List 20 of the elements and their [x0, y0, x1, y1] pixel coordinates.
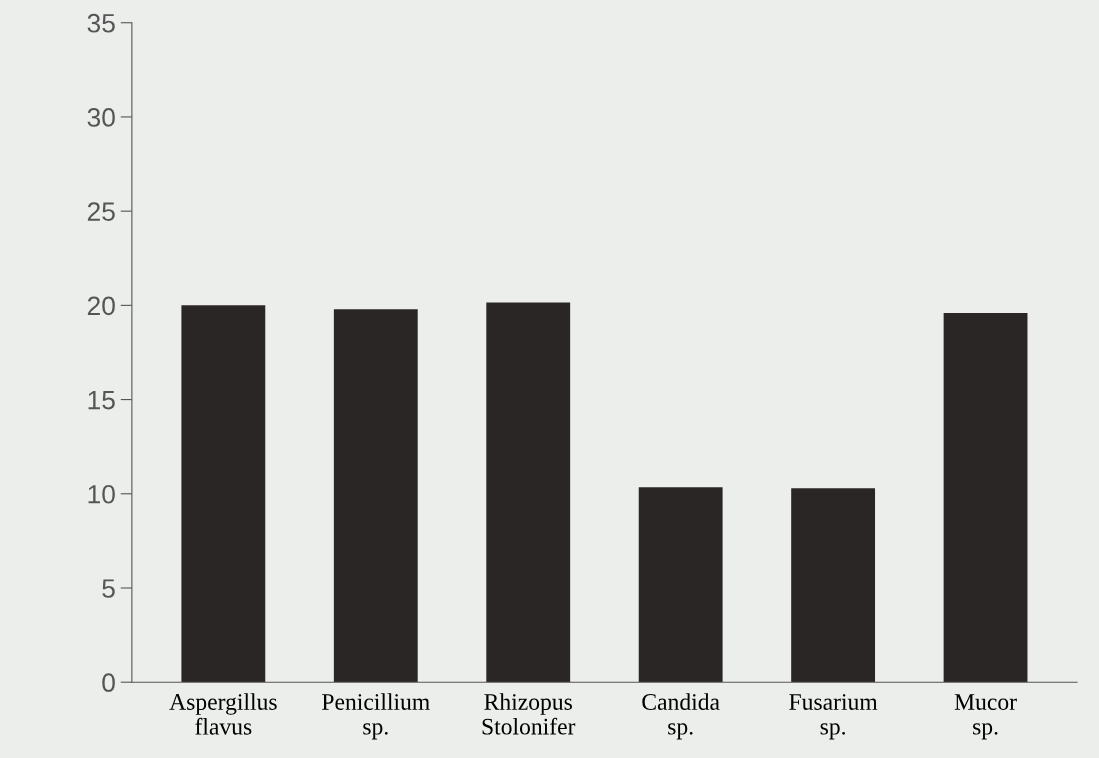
- bar: [943, 312, 1028, 683]
- bar: [638, 487, 723, 683]
- bar: [791, 488, 876, 683]
- y-tick-label: 5: [102, 579, 115, 598]
- x-tick-label: Penicillium sp.: [322, 693, 430, 740]
- y-tick-label: 15: [88, 390, 115, 410]
- y-tick-label: 25: [87, 202, 115, 221]
- x-tick-label: Mucor sp.: [954, 694, 1017, 740]
- y-tick-label: 20: [87, 296, 115, 316]
- y-tick-label: 10: [88, 484, 115, 504]
- x-tick-label: Aspergillus flavus: [169, 693, 277, 735]
- y-tick-label: 0: [102, 673, 115, 693]
- y-tick-label: 35: [87, 13, 115, 33]
- x-tick-label: Rhizopus Stolonifer: [482, 693, 576, 735]
- x-tick-label: Candida sp.: [642, 693, 720, 740]
- y-tick-label: 30: [87, 108, 115, 127]
- x-tick-label: Fusarium sp.: [789, 694, 878, 740]
- bar: [181, 305, 266, 683]
- bar: [486, 302, 571, 683]
- bar: [333, 309, 418, 683]
